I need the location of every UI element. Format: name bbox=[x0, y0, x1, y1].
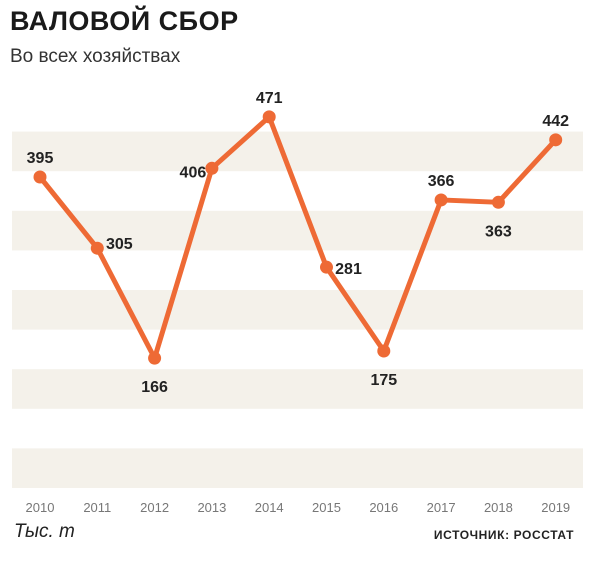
chart-title: ВАЛОВОЙ СБОР bbox=[10, 6, 239, 36]
series-line bbox=[37, 114, 559, 361]
unit-label: Тыс. т bbox=[14, 521, 75, 542]
data-point bbox=[377, 344, 391, 358]
data-label: 281 bbox=[335, 261, 362, 278]
data-label: 175 bbox=[370, 372, 397, 389]
data-point bbox=[90, 241, 104, 255]
data-point bbox=[262, 110, 276, 124]
data-label: 363 bbox=[485, 223, 512, 240]
data-labels: 395 305 166 406 471 281 175 366 363 442 bbox=[27, 90, 569, 396]
chart-subtitle: Во всех хозяйствах bbox=[10, 46, 181, 67]
x-tick-label: 2019 bbox=[541, 500, 570, 515]
x-tick-label: 2010 bbox=[26, 500, 55, 515]
grid-band bbox=[12, 210, 583, 251]
x-axis-ticks: 2010 2011 2012 2013 2014 2015 2016 2017 2018 2019 bbox=[26, 500, 571, 515]
x-tick-label: 2018 bbox=[484, 500, 513, 515]
grid-band bbox=[12, 290, 583, 330]
x-tick-label: 2016 bbox=[369, 500, 398, 515]
grid-band bbox=[12, 131, 583, 172]
grid-band bbox=[12, 448, 583, 488]
data-label: 166 bbox=[141, 379, 168, 396]
x-tick-label: 2015 bbox=[312, 500, 341, 515]
data-points bbox=[33, 110, 563, 365]
source-note: ИСТОЧНИК: РОССТАТ bbox=[433, 528, 574, 542]
data-label: 442 bbox=[542, 113, 569, 130]
background-bands bbox=[12, 92, 583, 488]
data-point bbox=[33, 170, 47, 184]
data-point bbox=[205, 161, 219, 175]
x-tick-label: 2017 bbox=[427, 500, 456, 515]
data-label: 366 bbox=[428, 173, 455, 190]
x-tick-label: 2013 bbox=[197, 500, 226, 515]
data-label: 406 bbox=[180, 164, 207, 181]
data-label: 395 bbox=[27, 150, 54, 167]
data-label: 471 bbox=[256, 90, 283, 107]
grid-band bbox=[12, 369, 583, 409]
x-tick-label: 2011 bbox=[83, 500, 111, 515]
data-label: 305 bbox=[106, 236, 133, 253]
data-point bbox=[491, 195, 505, 209]
x-tick-label: 2014 bbox=[255, 500, 284, 515]
data-point bbox=[434, 193, 448, 207]
data-point bbox=[320, 260, 333, 274]
data-point bbox=[549, 133, 563, 147]
data-point bbox=[148, 351, 162, 365]
x-tick-label: 2012 bbox=[140, 500, 169, 515]
